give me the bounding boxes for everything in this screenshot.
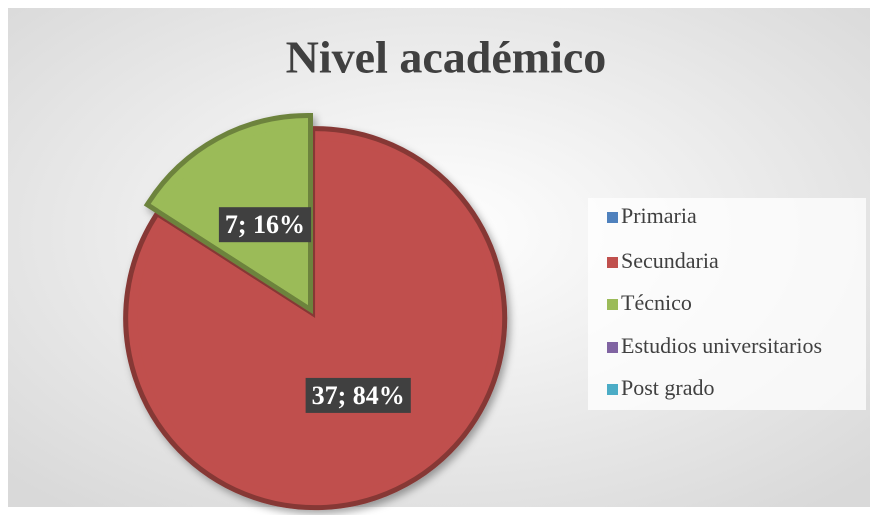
legend-label: Post grado (621, 375, 715, 400)
pie (123, 112, 508, 511)
legend: Primaria Secundaria Técnico Estudios univer… (607, 203, 822, 400)
data-labels: 37; 84% 7; 16% (218, 207, 411, 413)
legend-box (588, 198, 866, 410)
legend-label: Técnico (621, 290, 692, 315)
legend-swatch (607, 384, 618, 395)
data-label-box (218, 207, 312, 243)
legend-swatch (607, 342, 618, 353)
legend-swatch (607, 257, 618, 268)
chart-title: Nivel académico (286, 32, 607, 83)
legend-label: Primaria (621, 203, 697, 228)
legend-swatch (607, 299, 618, 310)
legend-label: Secundaria (621, 248, 719, 273)
legend-swatch (607, 212, 618, 223)
data-label: 37; 84% (312, 381, 405, 410)
legend-label: Estudios universitarios (621, 333, 822, 358)
data-label: 7; 16% (225, 210, 305, 239)
data-label-box (305, 377, 411, 413)
